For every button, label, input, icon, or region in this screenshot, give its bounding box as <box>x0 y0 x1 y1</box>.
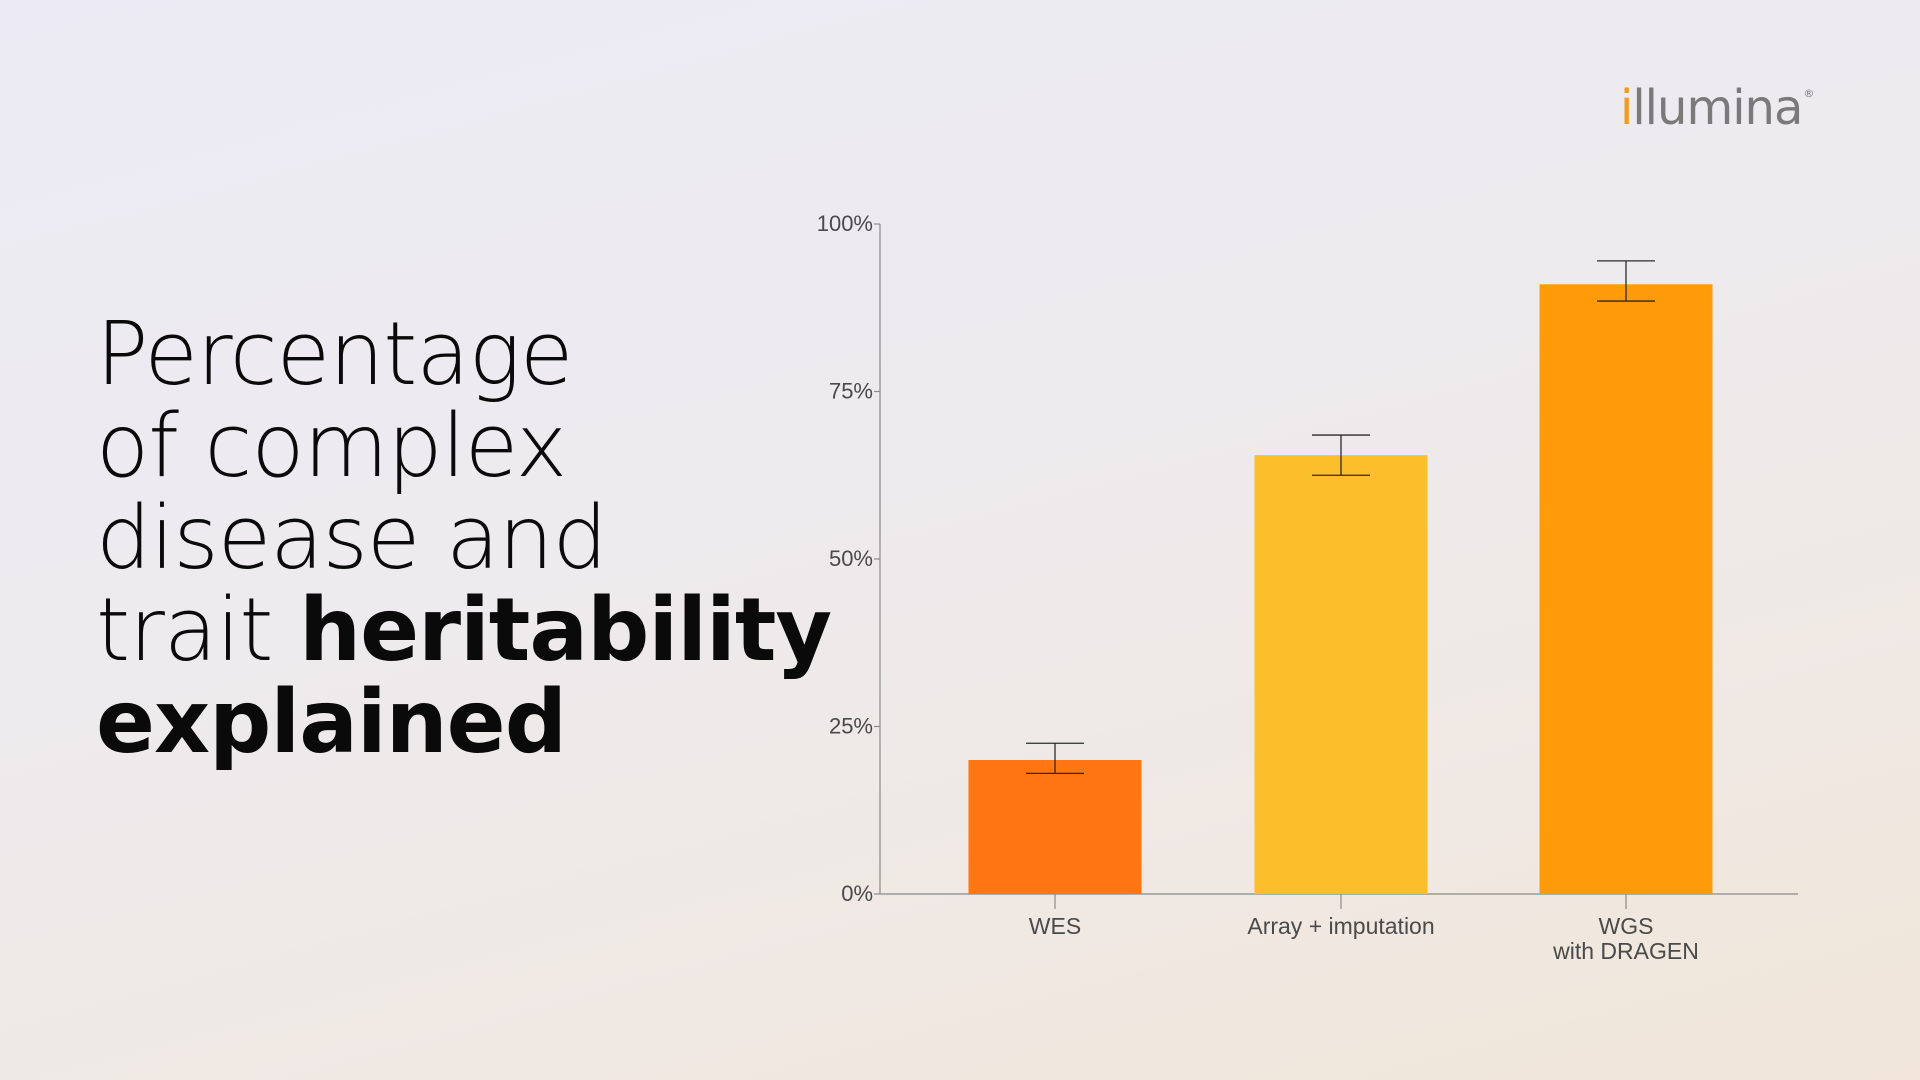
title-line-4-bold: heritability <box>299 579 832 681</box>
bar <box>968 760 1142 894</box>
logo-accent-letter: i <box>1620 80 1633 136</box>
title-line-1: Percentage <box>96 303 573 405</box>
registered-mark: ® <box>1803 87 1814 100</box>
bar <box>1254 455 1428 894</box>
logo-wordmark: llumina <box>1632 80 1803 136</box>
y-tick-label: 50% <box>829 546 873 571</box>
x-tick-label: Array + imputation <box>1247 913 1434 939</box>
x-tick-label: WGS <box>1599 913 1654 939</box>
y-tick-label: 75% <box>829 379 873 404</box>
title-line-4-light: trait <box>96 579 300 681</box>
title-line-4: trait heritability <box>96 584 832 676</box>
x-tick-label: with DRAGEN <box>1552 938 1699 964</box>
x-tick-label: WES <box>1029 913 1081 939</box>
title-line-5: explained <box>96 671 567 773</box>
y-tick-label: 25% <box>829 714 873 739</box>
bar <box>1539 284 1713 894</box>
title-line-3: disease and <box>96 487 608 589</box>
page-title: Percentage of complex disease and trait … <box>96 303 832 773</box>
y-tick-label: 0% <box>841 881 873 906</box>
y-tick-label: 100% <box>817 211 873 236</box>
title-line-2: of complex <box>96 395 567 497</box>
illumina-logo: illumina® <box>1620 84 1814 132</box>
